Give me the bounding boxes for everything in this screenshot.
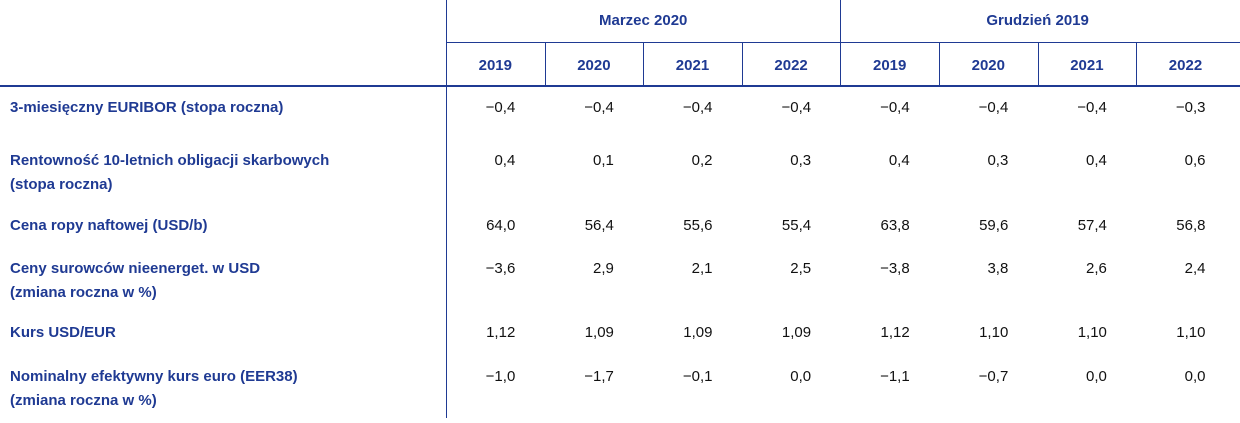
rule [446,0,447,418]
cell: 1,09 [781,324,812,341]
cell: 57,4 [1077,217,1107,234]
cell: 2,5 [790,260,812,277]
cell: 1,09 [683,324,713,341]
cell: 0,1 [593,152,614,169]
rule [741,43,743,85]
row-label: (zmiana roczna w %) [10,284,157,301]
cell: −0,1 [682,368,713,385]
cell: −0,4 [880,99,910,116]
group-header: Grudzień 2019 [986,12,1089,29]
cell: −0,4 [584,99,614,116]
cell: −0,4 [978,99,1009,116]
cell: 59,6 [979,217,1009,234]
cell: 56,4 [584,217,614,234]
cell: 0,0 [790,368,812,385]
cell: 1,12 [880,324,910,341]
row-label: Rentowność 10-letnich obligacji skarbowy… [10,152,330,169]
cell: 0,4 [494,152,516,169]
rule [643,43,645,85]
rule [446,42,1240,43]
cell: −1,0 [485,368,516,385]
cell: 0,4 [888,152,910,169]
row-label: 3-miesięczny EURIBOR (stopa roczna) [10,99,284,116]
year-header: 2022 [774,57,808,74]
year-header: 2020 [971,57,1005,74]
rule [1136,43,1138,85]
cell: −3,6 [485,260,516,277]
year-header: 2021 [675,57,710,74]
cell: −1,7 [584,368,614,385]
cell: 1,09 [584,324,614,341]
cell: 0,3 [790,152,812,169]
cell: 2,6 [1086,260,1107,277]
cell: 64,0 [486,217,516,234]
cell: −0,4 [1077,99,1107,116]
year-header: 2021 [1070,57,1104,74]
cell: 1,10 [1176,324,1206,341]
rule [0,85,1240,87]
cell: 63,8 [880,217,910,234]
cell: 56,8 [1176,217,1206,234]
cell: 1,10 [979,324,1009,341]
row-label: (stopa roczna) [10,176,113,193]
year-header: 2020 [577,57,611,74]
rule [1037,43,1039,85]
cell: −0,3 [1175,99,1206,116]
cell: −0,4 [682,99,713,116]
rule [939,43,940,85]
cell: 2,1 [691,260,713,277]
rule [544,43,546,85]
year-header: 2019 [478,57,512,74]
row-label: Ceny surowców nieenerget. w USD [10,260,261,277]
cell: −0,7 [978,368,1009,385]
cell: −3,8 [880,260,910,277]
cell: −0,4 [781,99,812,116]
row-label: Cena ropy naftowej (USD/b) [10,217,208,234]
group-header: Marzec 2020 [598,12,688,29]
cell: 0,6 [1184,152,1206,169]
cell: 2,4 [1184,260,1206,277]
cell: 3,8 [987,260,1009,277]
cell: 0,2 [691,152,713,169]
cell: 55,6 [683,217,713,234]
row-label: (zmiana roczna w %) [10,392,157,409]
cell: 1,10 [1077,324,1107,341]
cell: 0,3 [987,152,1009,169]
cell: 0,0 [1086,368,1107,385]
cell: 0,4 [1086,152,1107,169]
year-header: 2022 [1168,57,1203,74]
row-label: Kurs USD/EUR [10,324,116,341]
cell: 1,12 [486,324,516,341]
cell: −0,4 [485,99,516,116]
year-header: 2019 [873,57,907,74]
cell: −1,1 [880,368,910,385]
cell: 55,4 [781,217,812,234]
cell: 2,9 [593,260,614,277]
cell: 0,0 [1184,368,1206,385]
row-label: Nominalny efektywny kurs euro (EER38) [10,368,298,385]
